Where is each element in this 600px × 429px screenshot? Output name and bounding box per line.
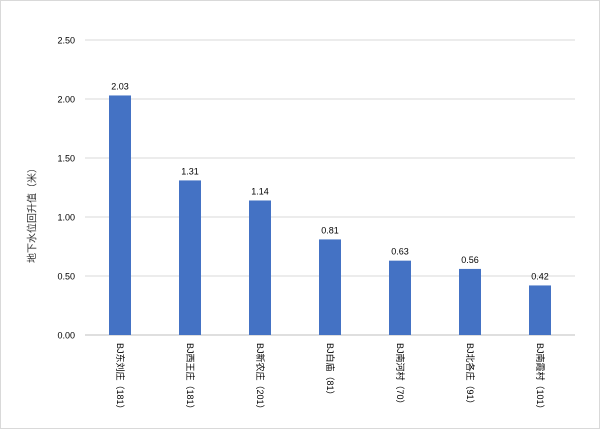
- bar: [249, 200, 271, 335]
- x-tick-label: BJ东刘庄（181）: [115, 343, 126, 414]
- x-axis-ticks: BJ东刘庄（181） BJ西王庄（181） BJ新农庄（201） BJ白庙（81） BJ…: [115, 343, 546, 414]
- bars: [109, 95, 551, 336]
- bar: [459, 268, 481, 335]
- gridlines: [85, 39, 575, 336]
- x-tick-label: BJ白庙（81）: [325, 343, 336, 400]
- y-tick-label: 2.50: [57, 36, 75, 46]
- data-labels: 2.03 1.31 1.14 0.81 0.63 0.56 0.42: [111, 81, 549, 281]
- x-tick-label: BJ北各庄（91）: [465, 343, 476, 409]
- bar: [319, 239, 341, 335]
- bar: [389, 260, 411, 335]
- x-tick-label: BJ新农庄（201）: [255, 343, 266, 414]
- bar: [179, 180, 201, 335]
- data-label: 1.31: [181, 166, 199, 176]
- data-label: 0.42: [531, 271, 549, 281]
- y-tick-label: 2.00: [57, 95, 75, 105]
- data-label: 1.14: [251, 186, 269, 196]
- y-tick-label: 1.00: [57, 213, 75, 223]
- x-tick-label: BJ南霞村（101）: [535, 343, 546, 414]
- y-tick-label: 1.50: [57, 154, 75, 164]
- bar: [529, 285, 551, 335]
- data-label: 0.56: [461, 255, 479, 265]
- x-tick-label: BJ南河村（70）: [395, 343, 406, 409]
- x-tick-label: BJ西王庄（181）: [185, 343, 196, 414]
- y-axis-ticks: 0.00 0.50 1.00 1.50 2.00 2.50: [57, 36, 75, 341]
- data-label: 2.03: [111, 81, 129, 91]
- data-label: 0.63: [391, 247, 409, 257]
- bar: [109, 95, 131, 336]
- y-tick-label: 0.50: [57, 272, 75, 282]
- y-tick-label: 0.00: [57, 331, 75, 341]
- data-label: 0.81: [321, 225, 339, 235]
